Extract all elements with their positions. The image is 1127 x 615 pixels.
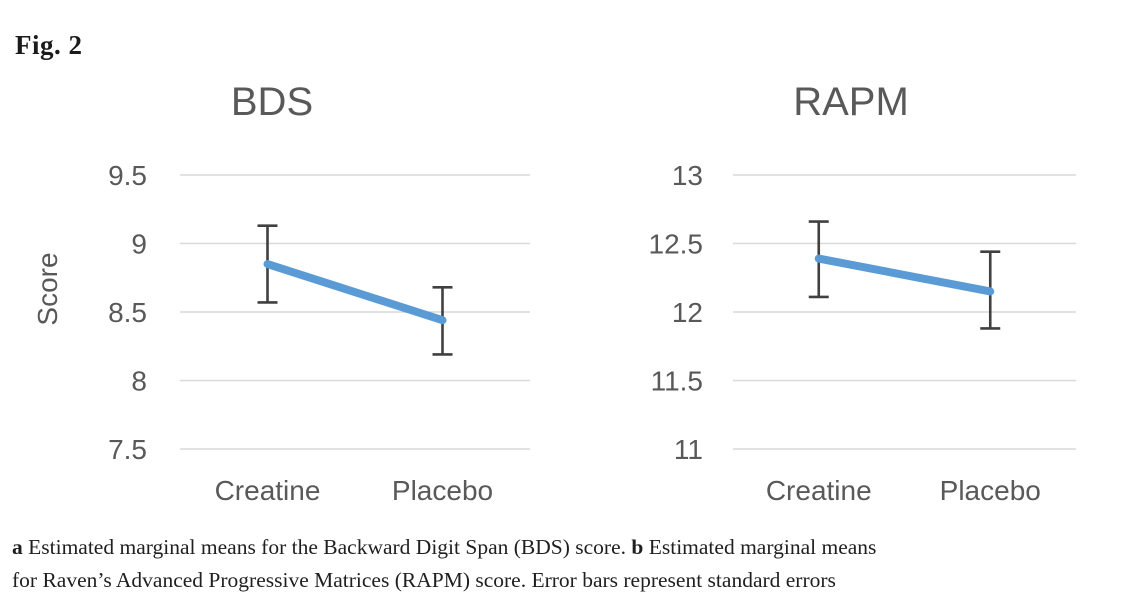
y-tick-label: 9 [131,229,147,260]
y-tick-label: 13 [672,160,703,191]
y-tick-label: 12 [672,297,703,328]
y-axis-title: Score [32,252,63,325]
data-line [814,254,995,296]
y-tick-label: 9.5 [108,160,147,191]
x-tick-label: Creatine [766,475,872,506]
y-tick-label: 8 [131,366,147,397]
figure-label: Fig. 2 [15,30,83,60]
y-tick-label: 7.5 [108,434,147,465]
y-tick-label: 12.5 [649,229,704,260]
caption-line: for Raven’s Advanced Progressive Matrice… [12,564,1120,597]
y-tick-label: 11 [674,434,703,465]
x-tick-label: Creatine [215,475,321,506]
x-tick-label: Placebo [940,475,1041,506]
caption-text: for Raven’s Advanced Progressive Matrice… [12,568,836,592]
x-tick-label: Placebo [392,475,493,506]
caption-text: Estimated marginal means for the Backwar… [22,535,632,559]
figure-caption: a Estimated marginal means for the Backw… [12,531,1120,597]
chart-title: RAPM [793,80,909,124]
caption-text: Estimated marginal means [643,535,877,559]
y-tick-label: 11.5 [651,366,703,397]
caption-panel-label: a [12,535,23,559]
y-tick-label: 8.5 [108,297,147,328]
chart-rapm: RAPM 13 12.5 12 11.5 11 Creatine Placebo [567,60,1127,520]
chart-bds: BDS 9.5 9 8.5 8 7.5 Score Creatine Placebo [0,60,560,520]
chart-rapm-canvas: RAPM 13 12.5 12 11.5 11 Creatine Placebo [649,80,1076,506]
caption-panel-label: b [631,535,644,559]
caption-line: a Estimated marginal means for the Backw… [12,531,1120,564]
chart-bds-canvas: BDS 9.5 9 8.5 8 7.5 Score Creatine Placebo [32,80,530,506]
charts-row: BDS 9.5 9 8.5 8 7.5 Score Creatine Placebo RAPM 13… [0,60,1127,520]
chart-title: BDS [231,80,313,124]
data-line [263,260,447,325]
